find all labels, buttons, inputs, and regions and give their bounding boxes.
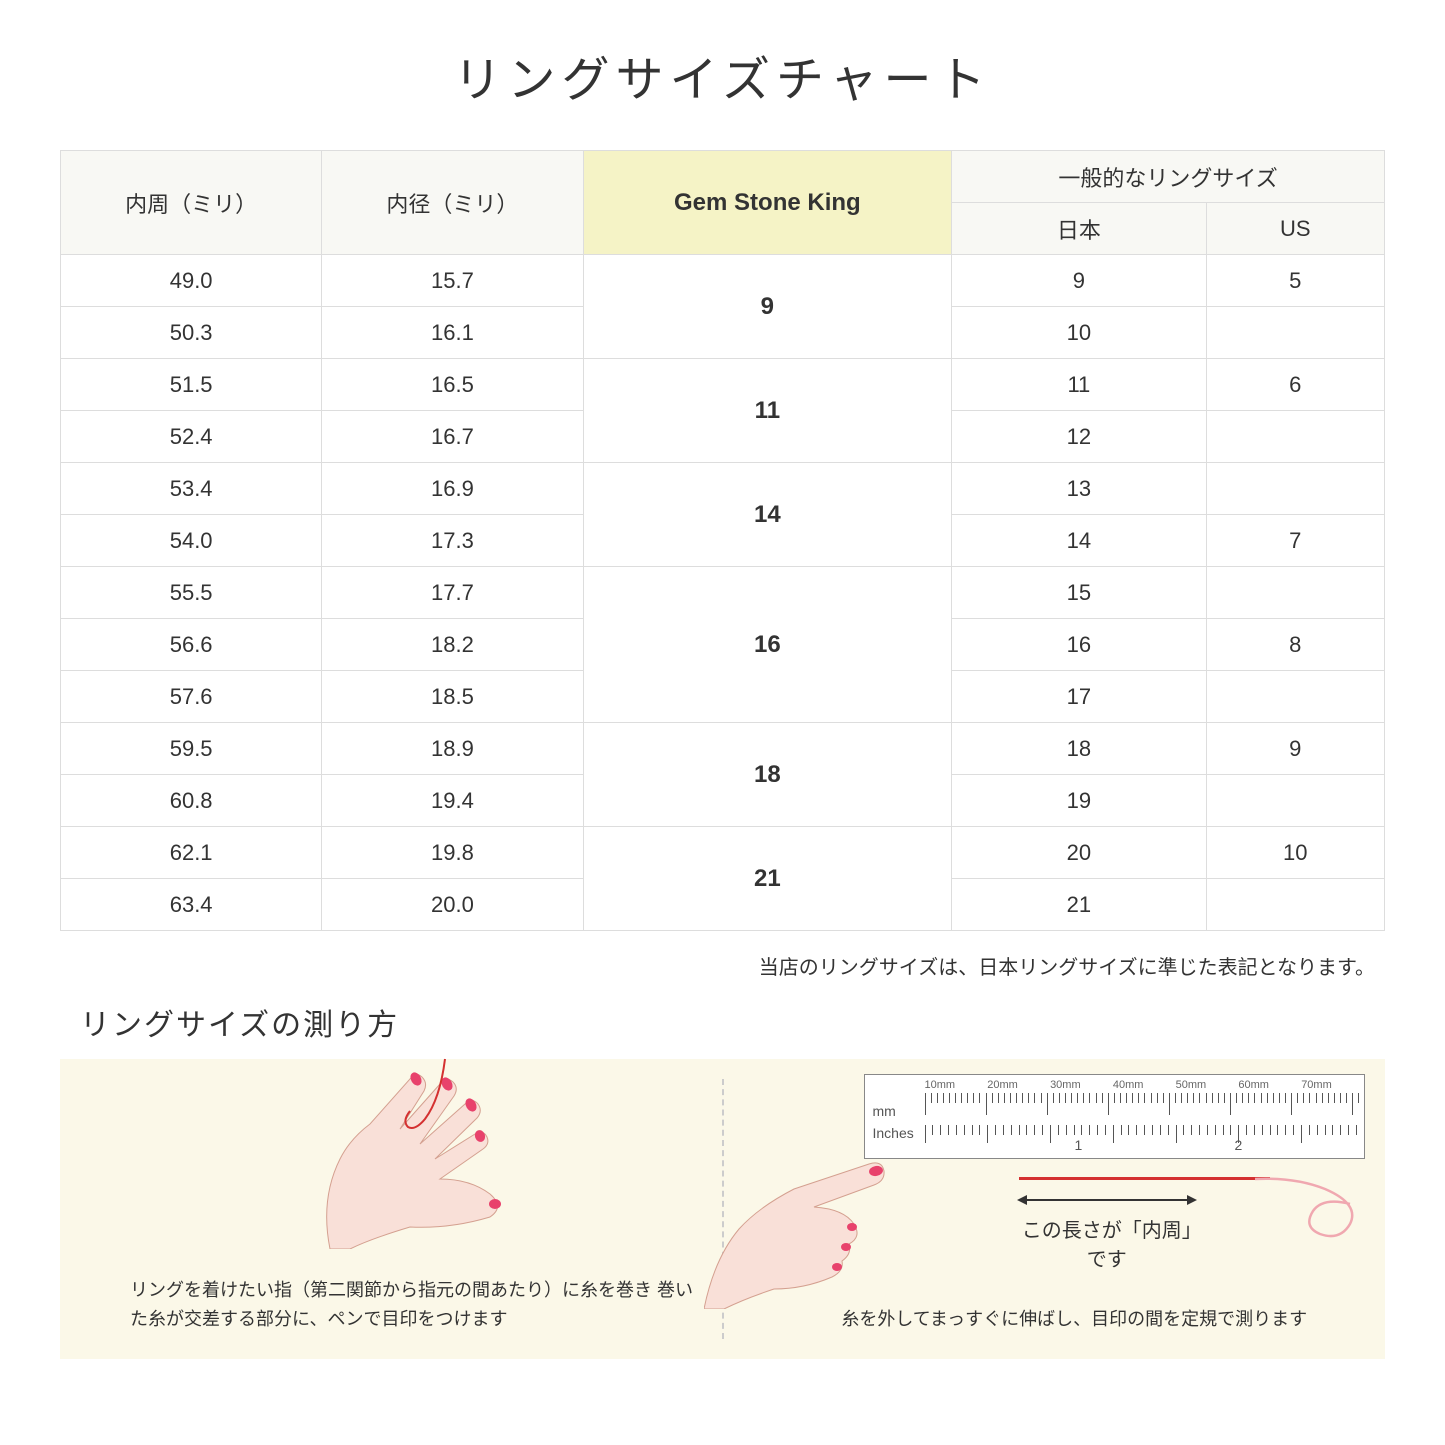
table-row: 62.119.8212010	[61, 827, 1385, 879]
ruler-mm-label: mm	[873, 1103, 896, 1119]
ruler-mm-mark: 50mm	[1176, 1079, 1239, 1091]
cell-gsk: 18	[583, 723, 952, 827]
cell-japan: 10	[952, 307, 1206, 359]
header-common: 一般的なリングサイズ	[952, 151, 1385, 203]
cell-gsk: 11	[583, 359, 952, 463]
cell-gsk: 16	[583, 567, 952, 723]
ruler-mm-mark: 30mm	[1050, 1079, 1113, 1091]
cell-circumference: 50.3	[61, 307, 322, 359]
header-us: US	[1206, 203, 1384, 255]
cell-us	[1206, 307, 1384, 359]
ruler-mm-mark: 10mm	[925, 1079, 988, 1091]
cell-gsk: 21	[583, 827, 952, 931]
cell-japan: 9	[952, 255, 1206, 307]
cell-us: 8	[1206, 619, 1384, 671]
cell-us: 5	[1206, 255, 1384, 307]
cell-japan: 20	[952, 827, 1206, 879]
size-chart-table: 内周（ミリ） 内径（ミリ） Gem Stone King 一般的なリングサイズ …	[60, 150, 1385, 931]
cell-diameter: 15.7	[322, 255, 583, 307]
cell-japan: 17	[952, 671, 1206, 723]
cell-circumference: 49.0	[61, 255, 322, 307]
table-row: 51.516.511116	[61, 359, 1385, 411]
ruler-in-mark: 1	[925, 1137, 1085, 1153]
cell-japan: 11	[952, 359, 1206, 411]
ruler-in-mark: 2	[1085, 1137, 1245, 1153]
cell-diameter: 18.9	[322, 723, 583, 775]
cell-circumference: 60.8	[61, 775, 322, 827]
cell-diameter: 18.5	[322, 671, 583, 723]
cell-japan: 15	[952, 567, 1206, 619]
thread-curl	[1255, 1149, 1375, 1249]
cell-diameter: 20.0	[322, 879, 583, 931]
cell-diameter: 16.1	[322, 307, 583, 359]
cell-circumference: 55.5	[61, 567, 322, 619]
ruler-mm-mark: 60mm	[1238, 1079, 1301, 1091]
page-title: リングサイズチャート	[60, 40, 1385, 110]
cell-japan: 13	[952, 463, 1206, 515]
ruler-in-label: Inches	[873, 1125, 914, 1141]
hand-wrap-illustration	[290, 1049, 550, 1249]
cell-diameter: 16.7	[322, 411, 583, 463]
cell-diameter: 17.3	[322, 515, 583, 567]
cell-circumference: 59.5	[61, 723, 322, 775]
instruction-left-text: リングを着けたい指（第二関節から指元の間あたり）に糸を巻き 巻いた糸が交差する部…	[130, 1276, 702, 1334]
ruler-mm-mark: 20mm	[987, 1079, 1050, 1091]
instruction-title: リングサイズの測り方	[60, 1000, 1385, 1044]
ruler-mm-mark: 70mm	[1301, 1079, 1364, 1091]
cell-japan: 12	[952, 411, 1206, 463]
ruler-mm-mark: 40mm	[1113, 1079, 1176, 1091]
header-circumference: 内周（ミリ）	[61, 151, 322, 255]
cell-us: 9	[1206, 723, 1384, 775]
table-row: 53.416.91413	[61, 463, 1385, 515]
cell-japan: 19	[952, 775, 1206, 827]
cell-japan: 18	[952, 723, 1206, 775]
cell-diameter: 16.5	[322, 359, 583, 411]
instructions-panel: リングを着けたい指（第二関節から指元の間あたり）に糸を巻き 巻いた糸が交差する部…	[60, 1059, 1385, 1359]
cell-circumference: 63.4	[61, 879, 322, 931]
cell-diameter: 19.8	[322, 827, 583, 879]
cell-circumference: 54.0	[61, 515, 322, 567]
cell-circumference: 53.4	[61, 463, 322, 515]
cell-us	[1206, 879, 1384, 931]
ruler-illustration: mm Inches 10mm20mm30mm40mm50mm60mm70mm 1…	[864, 1074, 1366, 1159]
header-japan: 日本	[952, 203, 1206, 255]
arrow-label: この長さが「内周」です	[1019, 1214, 1196, 1272]
table-note: 当店のリングサイズは、日本リングサイズに準じた表記となります。	[60, 951, 1385, 980]
instruction-right-text: 糸を外してまっすぐに伸ばし、目印の間を定規で測ります	[784, 1305, 1366, 1334]
instruction-left-panel: リングを着けたい指（第二関節から指元の間あたり）に糸を巻き 巻いた糸が交差する部…	[60, 1059, 722, 1359]
cell-circumference: 57.6	[61, 671, 322, 723]
cell-us	[1206, 463, 1384, 515]
cell-circumference: 62.1	[61, 827, 322, 879]
cell-japan: 21	[952, 879, 1206, 931]
cell-circumference: 51.5	[61, 359, 322, 411]
cell-us: 6	[1206, 359, 1384, 411]
cell-diameter: 17.7	[322, 567, 583, 619]
cell-gsk: 9	[583, 255, 952, 359]
cell-circumference: 52.4	[61, 411, 322, 463]
table-row: 49.015.7995	[61, 255, 1385, 307]
cell-japan: 14	[952, 515, 1206, 567]
cell-us	[1206, 567, 1384, 619]
cell-diameter: 18.2	[322, 619, 583, 671]
cell-japan: 16	[952, 619, 1206, 671]
cell-gsk: 14	[583, 463, 952, 567]
table-row: 59.518.918189	[61, 723, 1385, 775]
table-row: 55.517.71615	[61, 567, 1385, 619]
cell-us	[1206, 411, 1384, 463]
instruction-right-panel: mm Inches 10mm20mm30mm40mm50mm60mm70mm 1…	[724, 1059, 1386, 1359]
cell-us: 10	[1206, 827, 1384, 879]
cell-us	[1206, 671, 1384, 723]
header-diameter: 内径（ミリ）	[322, 151, 583, 255]
cell-us	[1206, 775, 1384, 827]
header-gsk: Gem Stone King	[583, 151, 952, 255]
cell-diameter: 19.4	[322, 775, 583, 827]
cell-us: 7	[1206, 515, 1384, 567]
thread-line	[1019, 1177, 1271, 1180]
cell-diameter: 16.9	[322, 463, 583, 515]
cell-circumference: 56.6	[61, 619, 322, 671]
measurement-arrow	[1019, 1199, 1196, 1201]
